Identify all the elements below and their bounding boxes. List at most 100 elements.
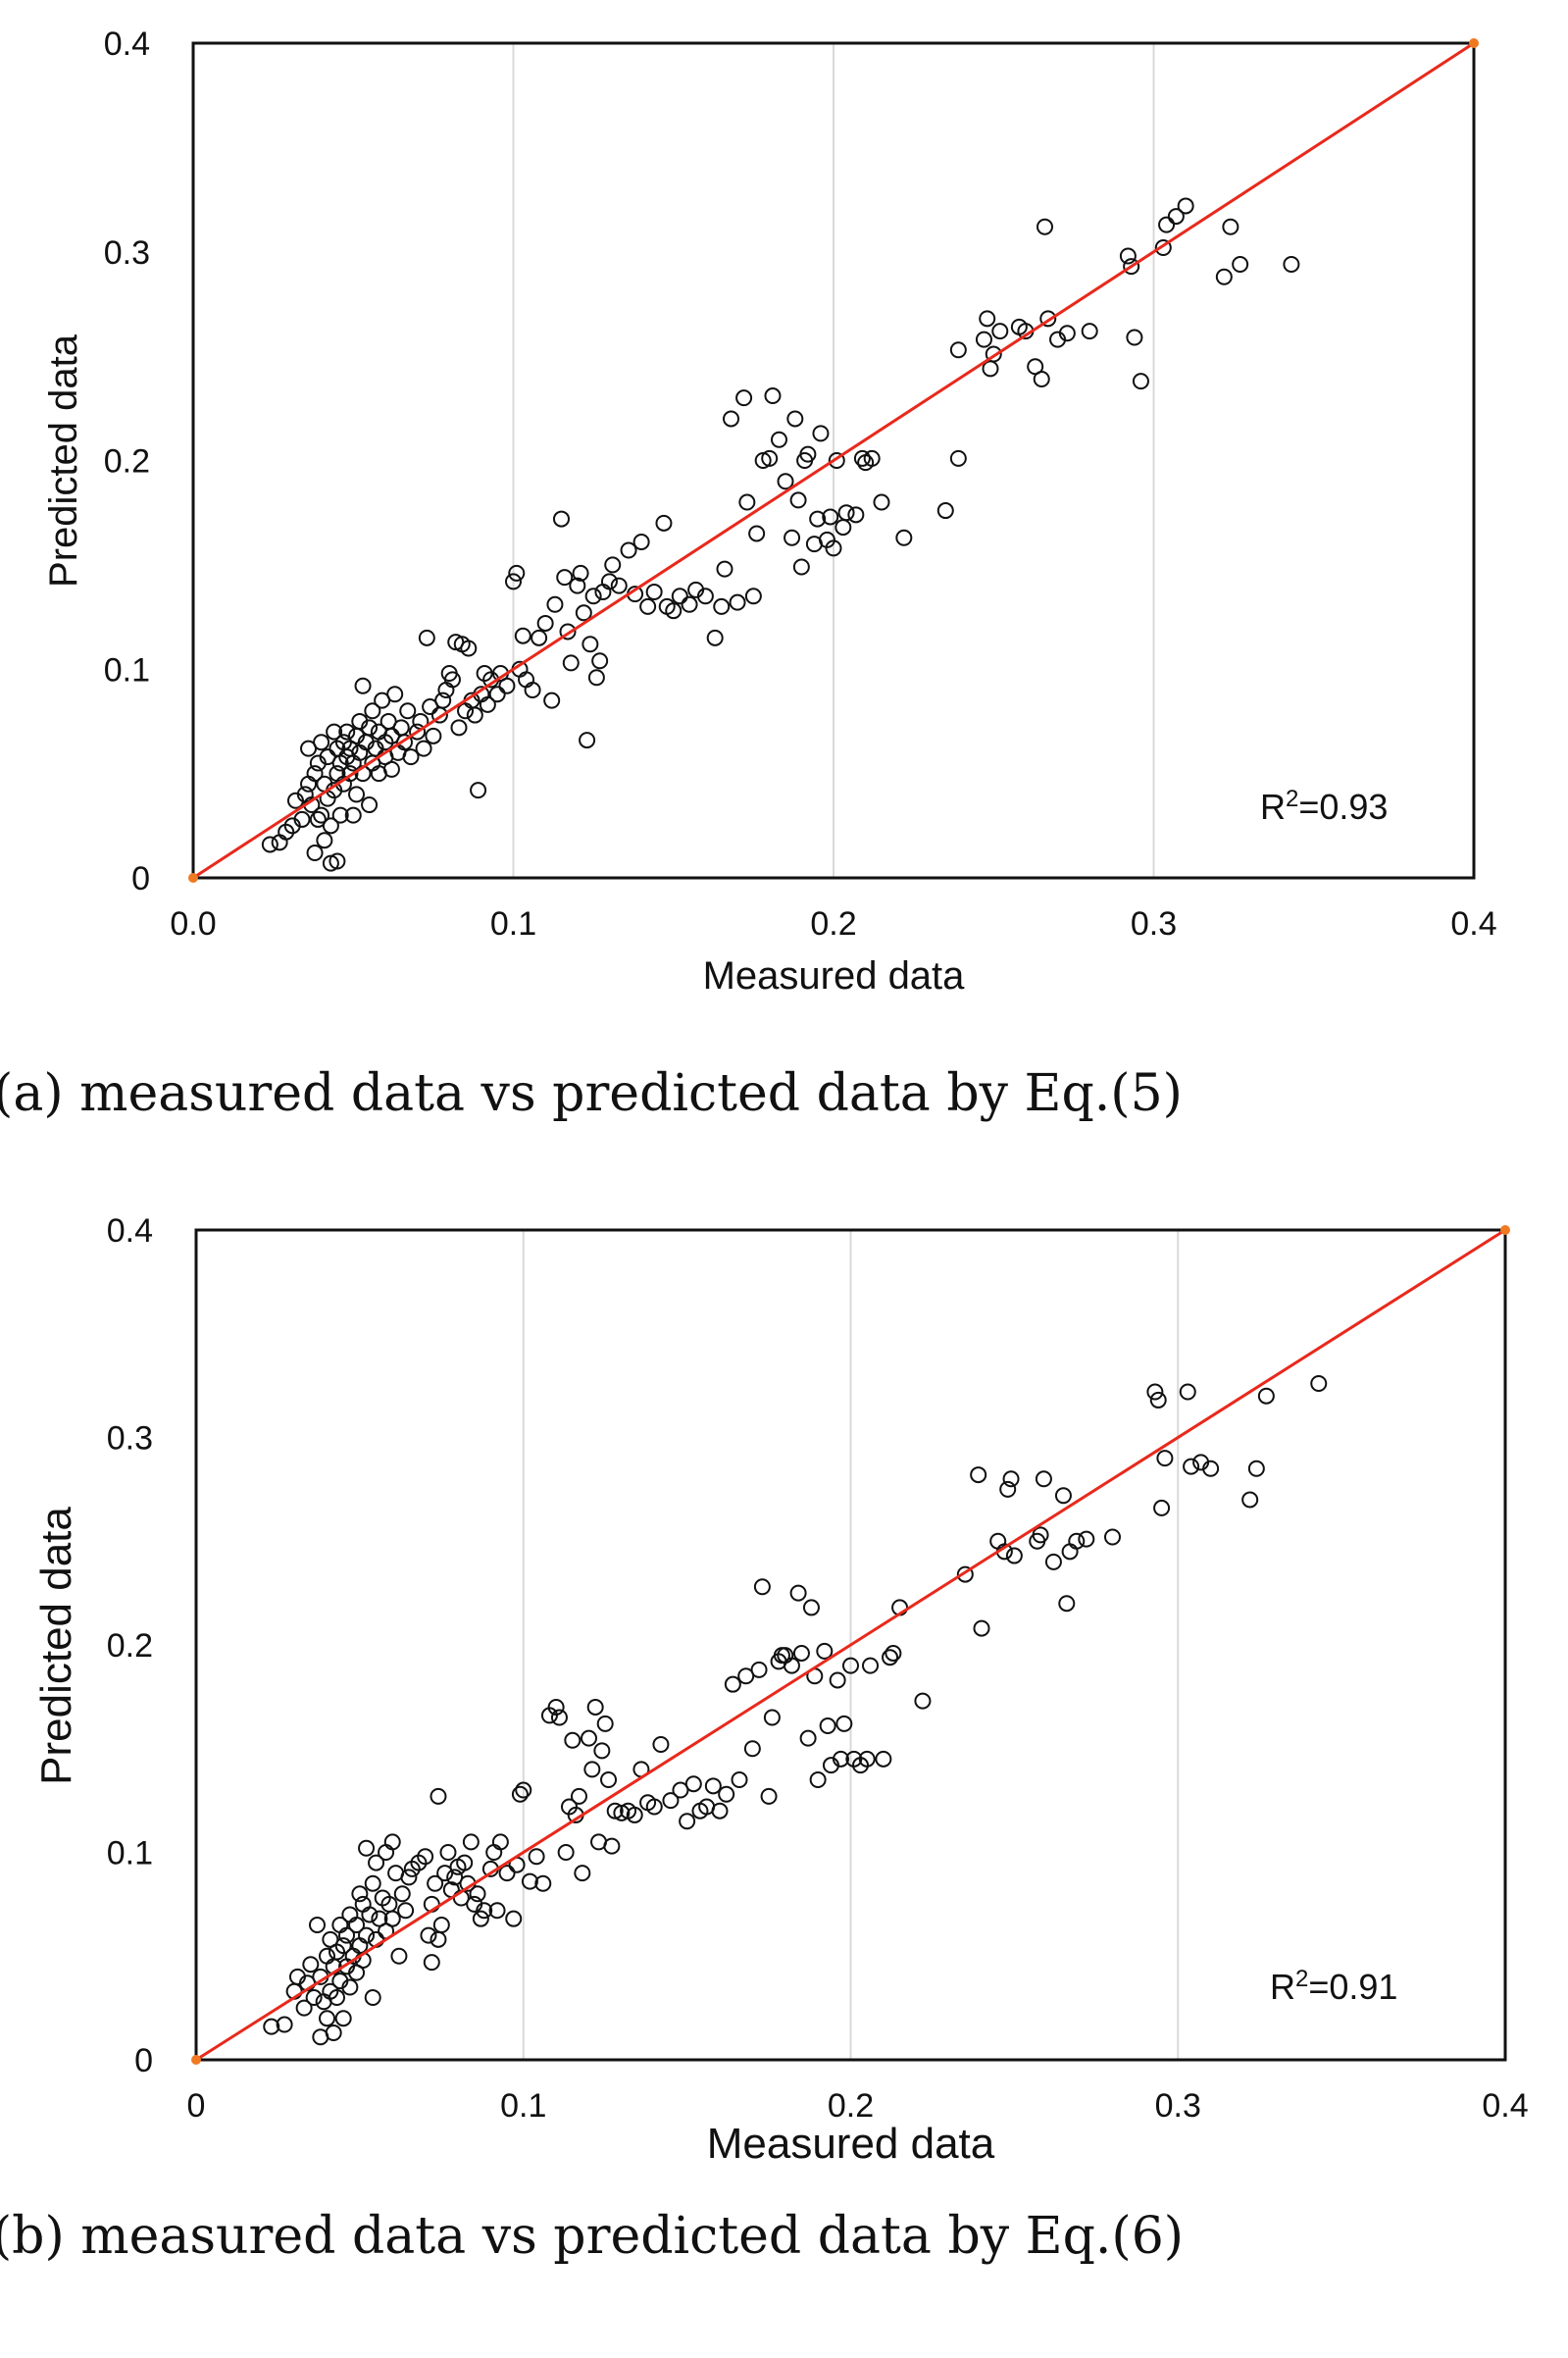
data-point [469,1885,486,1903]
data-point [645,584,663,601]
data-point [748,525,766,542]
data-point [358,1839,376,1857]
data-point [737,1667,755,1685]
data-point [816,1642,834,1660]
scatter-chart-b: 0 0.1 0.2 0.3 0.4 0 0.1 0.2 0.3 0.4 Measured dat… [32,1212,1529,2168]
data-point [361,796,379,814]
data-point [1081,323,1098,340]
data-point [672,1781,689,1799]
data-point [559,623,577,641]
data-point [446,1869,464,1886]
data-point [735,389,753,407]
r-squared-annotation: R2=0.93 [1260,786,1388,828]
data-point [1149,1391,1167,1409]
data-point [582,636,599,653]
data-point [853,449,871,467]
data-point [581,1729,597,1747]
data-point [792,558,810,576]
data-point [485,1844,503,1861]
data-point [316,832,333,849]
data-point [603,1837,621,1855]
data-point [351,1937,369,1955]
data-point [348,786,366,803]
data-point [556,569,574,587]
data-point [569,577,586,594]
r2-value: =0.91 [1308,1967,1397,2007]
y-tick-label: 0.2 [107,1627,153,1665]
x-tick-label: 0.4 [1482,2087,1528,2125]
data-point [456,1854,474,1871]
data-point [760,1787,778,1805]
data-point [562,654,580,672]
x-tick-label: 0.4 [1450,905,1496,943]
data-point [584,588,602,605]
data-point [620,541,637,559]
reference-line-endpoint [188,873,198,883]
data-point [368,1854,385,1871]
data-point [1179,1383,1196,1401]
data-point [443,671,461,689]
data-point [1154,238,1172,256]
data-point [308,1917,326,1934]
r2-superscript: 2 [1295,1966,1308,1992]
data-point [802,1599,820,1616]
x-tick-label: 0.0 [170,905,216,943]
data-point [786,410,804,428]
data-point [1035,1470,1052,1488]
data-point [420,1926,437,1944]
data-point [341,1978,359,1996]
y-tick-label: 0 [134,2042,153,2079]
data-point [809,1770,827,1788]
data-point [875,1750,892,1768]
data-point [466,706,483,724]
data-point [378,1844,395,1861]
data-point [1126,329,1143,346]
data-point [1153,1499,1171,1516]
data-point [949,341,967,359]
chart-panel-b: 0 0.1 0.2 0.3 0.4 0 0.1 0.2 0.3 0.4 Measured dat… [0,1177,1568,2358]
data-point [679,1813,696,1830]
data-point [639,597,657,615]
data-point [1167,208,1185,226]
data-point [723,410,740,428]
data-point [450,719,468,737]
data-point [364,1874,381,1892]
data-point [652,1736,670,1754]
data-point [982,360,999,378]
data-point [397,1902,415,1920]
data-point [430,1930,447,1948]
data-point [753,1578,771,1596]
data-point [488,1902,506,1920]
reference-line-endpoint [1469,38,1479,48]
data-point [586,1698,604,1716]
data-point [731,1770,748,1788]
data-point [528,1848,545,1866]
data-point [348,1917,366,1934]
data-point [970,1466,987,1484]
data-point [425,727,442,744]
data-point [383,1910,401,1927]
data-point [799,1729,817,1747]
data-point [761,449,779,467]
data-point [476,1902,493,1920]
data-point [975,331,992,348]
data-point [338,723,356,741]
data-point [402,748,420,766]
data-point [949,449,967,467]
data-point [718,1785,735,1803]
data-point [344,806,362,824]
data-point [812,425,830,442]
data-point [858,1750,876,1768]
data-point [434,692,452,709]
data-point [1104,1528,1121,1546]
data-point [305,1989,323,2007]
data-point [354,677,372,694]
data-point [511,1785,529,1803]
data-point [364,1989,381,2007]
data-point [789,1584,807,1602]
data-point [302,1956,320,1974]
data-point [462,1833,480,1851]
data-point [313,734,330,751]
data-point [662,1792,680,1810]
data-point [354,1895,372,1913]
